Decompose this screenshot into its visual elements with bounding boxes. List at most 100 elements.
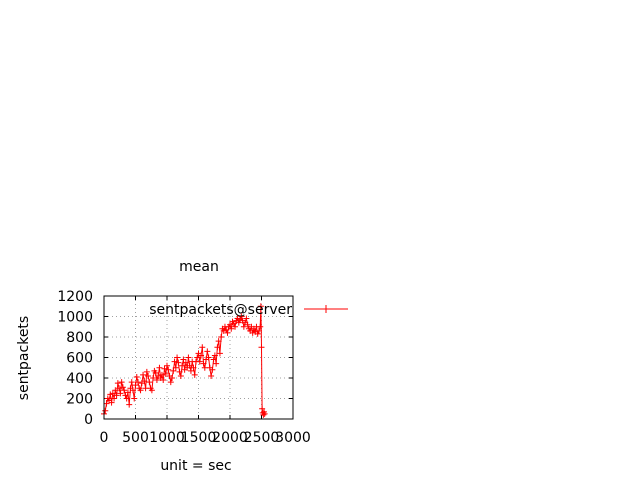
data-point-marker (230, 320, 237, 327)
data-point-marker (186, 362, 193, 369)
plot-area (101, 303, 268, 418)
y-tick-label: 200 (66, 392, 93, 408)
data-point-marker (107, 391, 114, 398)
data-point-marker (201, 364, 208, 371)
data-point-marker (249, 329, 256, 336)
data-point-marker (122, 392, 129, 399)
data-point-marker (132, 382, 139, 389)
data-point-marker (126, 401, 133, 408)
data-point-marker (215, 338, 222, 345)
data-point-marker (200, 360, 207, 367)
data-point-marker (191, 371, 198, 378)
data-point-marker (257, 323, 264, 330)
data-point-marker (261, 410, 268, 417)
x-tick-label: 2000 (212, 430, 248, 446)
data-point-marker (258, 344, 265, 351)
data-point-marker (228, 325, 235, 332)
data-point-marker (185, 354, 192, 361)
y-tick-label: 600 (66, 351, 93, 367)
data-point-marker (162, 370, 169, 377)
data-point-marker (175, 359, 182, 366)
data-point-marker (223, 326, 230, 333)
data-point-marker (177, 372, 184, 379)
data-point-marker (194, 354, 201, 361)
x-tick-label: 500 (122, 430, 149, 446)
data-point-marker (146, 379, 153, 386)
data-point-marker (209, 366, 216, 373)
data-point-marker (243, 315, 250, 322)
data-point-marker (156, 364, 163, 371)
data-point-marker (182, 359, 189, 366)
data-point-marker (187, 367, 194, 374)
data-point-marker (216, 350, 223, 357)
data-point-marker (170, 367, 177, 374)
data-point-marker (255, 327, 262, 334)
data-point-marker (237, 316, 244, 323)
data-point-marker (150, 375, 157, 381)
data-point-marker (119, 384, 126, 391)
data-point-marker (167, 379, 174, 386)
data-point-marker (142, 385, 149, 392)
data-point-marker (114, 380, 121, 387)
data-point-marker (123, 395, 130, 402)
data-point-marker (164, 362, 170, 369)
legend-marker (322, 305, 330, 313)
data-point-marker (227, 321, 233, 328)
data-point-marker (137, 387, 144, 394)
axis-ticks: 0 500 100015002000250030000200400600800100… (57, 289, 310, 446)
data-point-marker (210, 356, 217, 363)
data-point-marker (208, 372, 215, 379)
data-point-marker (121, 387, 128, 394)
data-point-marker (176, 368, 183, 375)
data-point-marker (131, 395, 138, 402)
data-point-marker (240, 323, 247, 330)
data-point-marker (153, 377, 160, 384)
data-point-marker (165, 366, 172, 373)
data-point-marker (172, 364, 179, 371)
x-tick-label: 2500 (244, 430, 280, 446)
data-point-marker (232, 323, 239, 330)
data-point-marker (220, 327, 227, 334)
x-tick-label: 1000 (149, 430, 185, 446)
data-point-marker (161, 365, 168, 372)
data-point-marker (141, 378, 148, 385)
data-point-marker (160, 377, 167, 384)
data-point-marker (234, 315, 241, 322)
data-point-marker (180, 356, 187, 363)
data-point-marker (135, 379, 142, 386)
data-point-marker (102, 407, 109, 414)
x-tick-label: 0 (100, 430, 109, 446)
data-point-marker (171, 358, 178, 365)
data-point-marker (224, 329, 231, 336)
x-tick-label: 3000 (275, 430, 311, 446)
data-point-marker (117, 390, 124, 397)
x-tick-label: 1500 (181, 430, 217, 446)
y-tick-label: 1200 (57, 289, 93, 305)
data-point-marker (145, 372, 152, 379)
plot-frame (103, 295, 294, 420)
x-axis-label: unit = sec (160, 458, 231, 474)
y-tick-label: 0 (84, 412, 93, 428)
data-point-marker (129, 387, 136, 394)
data-point-marker (218, 334, 225, 340)
data-point-marker (148, 387, 155, 394)
data-point-marker (257, 303, 264, 310)
data-point-marker (133, 373, 140, 380)
data-point-marker (124, 389, 131, 396)
data-point-marker (244, 321, 251, 328)
data-point-marker (169, 375, 176, 381)
data-point-marker (211, 352, 218, 359)
y-tick-label: 1000 (57, 310, 93, 326)
data-point-marker (111, 395, 118, 402)
data-point-marker (198, 352, 205, 359)
data-point-marker (238, 313, 245, 320)
legend-label: sentpackets@server (149, 302, 292, 318)
data-point-marker (204, 348, 211, 355)
data-point-marker (143, 368, 150, 375)
data-point-marker (259, 405, 266, 412)
data-point-marker (152, 369, 159, 376)
data-point-marker (113, 392, 120, 399)
data-point-marker (109, 390, 116, 397)
data-point-marker (254, 330, 261, 337)
